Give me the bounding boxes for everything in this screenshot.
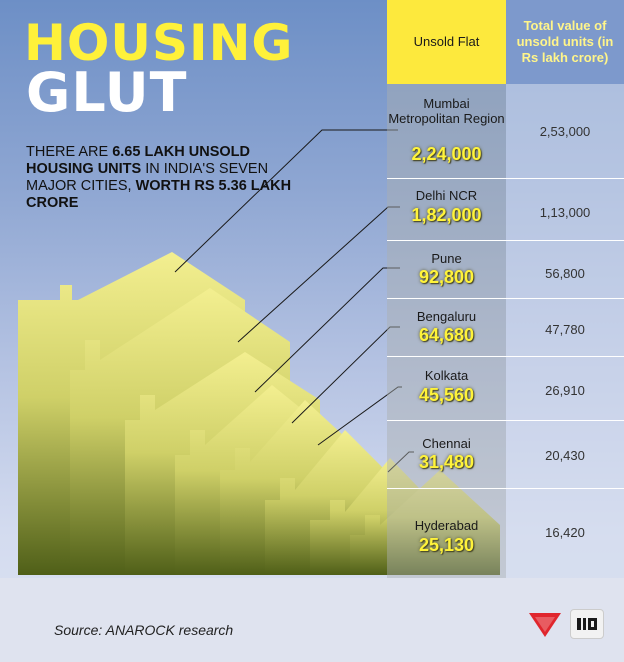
india-today-group-logo	[529, 613, 561, 637]
diu-logo	[570, 609, 604, 639]
total-value: 47,780	[545, 322, 585, 337]
city-name: Kolkata	[424, 368, 469, 383]
title-line-2: GLUT	[26, 61, 188, 124]
city-name: Mumbai Metropolitan Region	[388, 96, 505, 126]
total-value: 2,53,000	[539, 124, 591, 139]
row-separator	[387, 298, 624, 299]
total-value: 16,420	[545, 525, 585, 540]
title-line-1: HOUSING	[24, 14, 294, 72]
subtitle-part-1: There are	[26, 144, 113, 160]
row-separator	[387, 240, 624, 241]
row-separator	[387, 420, 624, 421]
header-unsold-flat: Unsold Flat	[387, 0, 506, 84]
unsold-units: 92,800	[418, 267, 475, 287]
total-value: 26,910	[545, 383, 585, 398]
total-value: 56,800	[545, 266, 585, 281]
row-separator	[387, 356, 624, 357]
city-name: Hyderabad	[414, 518, 479, 533]
unsold-column	[387, 0, 506, 578]
leader-lines	[174, 129, 414, 473]
subtitle: There are 6.65 lakh unsold housing units…	[26, 144, 296, 212]
unsold-units: 64,680	[418, 325, 475, 345]
city-name: Pune	[431, 251, 462, 266]
row-separator	[387, 488, 624, 489]
house-shape-8	[350, 470, 500, 575]
unsold-units: 25,130	[418, 535, 475, 555]
city-name: Chennai	[422, 436, 471, 451]
subtitle-highlight-2: worth Rs 5.36 lakh crore	[26, 178, 292, 211]
subtitle-highlight-1: 6.65 lakh unsold housing units	[26, 144, 250, 177]
footer-band	[0, 578, 624, 662]
value-column	[506, 0, 624, 578]
header-total-value: Total value of unsold units (in Rs lakh …	[506, 0, 624, 84]
unsold-units: 31,480	[418, 452, 475, 472]
unsold-units: 2,24,000	[411, 144, 482, 164]
unsold-units: 1,82,000	[411, 205, 482, 225]
total-value: 20,430	[545, 448, 585, 463]
unsold-units: 45,560	[418, 385, 475, 405]
total-value: 1,13,000	[539, 205, 591, 220]
source-note: Source: ANAROCK research	[54, 622, 234, 638]
subtitle-part-2: in India's seven major cities,	[26, 161, 269, 194]
city-name: Delhi NCR	[415, 188, 478, 203]
row-separator	[387, 178, 624, 179]
city-name: Bengaluru	[416, 309, 477, 324]
